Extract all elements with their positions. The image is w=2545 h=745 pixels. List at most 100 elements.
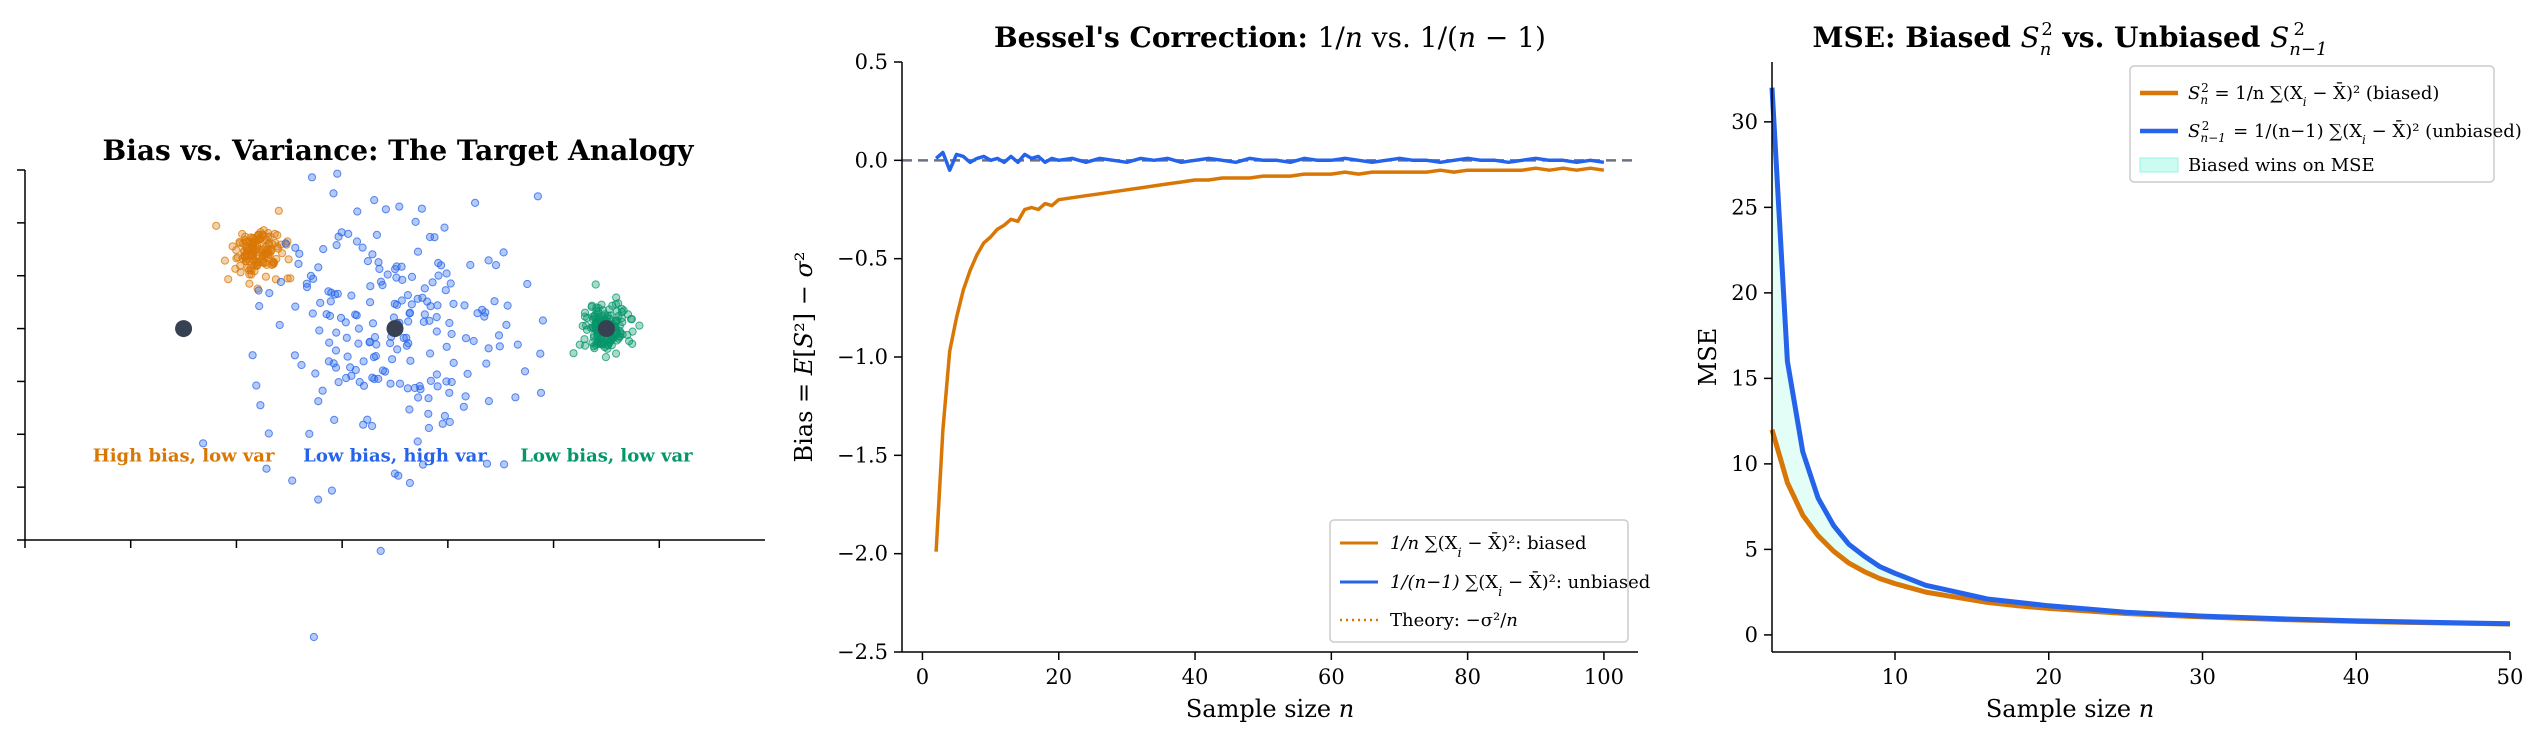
scatter-point bbox=[434, 258, 443, 268]
panel2-title-part: Bessel's Correction: bbox=[994, 21, 1318, 54]
scatter-point bbox=[491, 261, 501, 270]
scatter-point bbox=[471, 198, 480, 207]
scatter-point bbox=[420, 284, 429, 293]
scatter-point bbox=[331, 346, 341, 355]
x-tick-label: 20 bbox=[1045, 665, 1072, 689]
scatter-point bbox=[374, 374, 383, 383]
panel3-ylabel: MSE bbox=[1694, 328, 1722, 387]
scatter-point bbox=[325, 338, 334, 347]
y-tick-label: 0.5 bbox=[855, 50, 888, 74]
scatter-point bbox=[442, 269, 451, 278]
scatter-point bbox=[231, 264, 240, 273]
scatter-point bbox=[428, 278, 437, 287]
x-tick-label: 20 bbox=[2035, 665, 2062, 689]
scatter-point bbox=[404, 317, 413, 326]
scatter-point bbox=[407, 272, 417, 281]
scatter-point bbox=[423, 297, 432, 306]
scatter-point bbox=[281, 239, 290, 248]
scatter-point bbox=[536, 349, 545, 358]
scatter-point bbox=[611, 300, 621, 309]
scatter-point bbox=[392, 273, 401, 282]
scatter-point bbox=[264, 429, 273, 438]
scatter-point bbox=[327, 486, 336, 495]
scatter-point bbox=[286, 274, 295, 283]
scatter-point bbox=[368, 250, 377, 259]
scatter-point bbox=[533, 192, 543, 201]
y-tick-label: 0.0 bbox=[855, 148, 888, 172]
panel2-title-part: n bbox=[1458, 21, 1476, 54]
scatter-point bbox=[424, 409, 433, 418]
scatter-point bbox=[442, 377, 451, 386]
target-annotation: High bias, low var bbox=[93, 445, 275, 466]
scatter-point bbox=[575, 340, 584, 349]
scatter-point bbox=[291, 243, 300, 252]
scatter-point bbox=[291, 302, 300, 311]
scatter-point bbox=[336, 313, 346, 322]
y-tick-label: −0.5 bbox=[837, 247, 888, 271]
scatter-point bbox=[241, 252, 250, 261]
scatter-point bbox=[311, 369, 320, 378]
scatter-point bbox=[337, 228, 346, 237]
series-line-unbiased bbox=[1769, 87, 2511, 627]
scatter-point bbox=[212, 221, 221, 230]
scatter-point bbox=[446, 279, 455, 288]
scatter-point bbox=[395, 202, 404, 211]
scatter-point bbox=[403, 384, 412, 393]
scatter-point bbox=[473, 309, 482, 318]
scatter-point bbox=[424, 394, 433, 403]
scatter-point bbox=[388, 355, 397, 364]
scatter-point bbox=[605, 305, 614, 314]
scatter-point bbox=[224, 275, 233, 284]
scatter-point bbox=[402, 341, 411, 350]
scatter-point bbox=[395, 379, 405, 388]
scatter-point bbox=[614, 334, 623, 343]
scatter-point bbox=[305, 429, 314, 438]
x-tick-label: 10 bbox=[1882, 665, 1909, 689]
scatter-point bbox=[283, 274, 292, 283]
scatter-point bbox=[424, 423, 433, 433]
x-tick-label: 30 bbox=[2189, 665, 2216, 689]
scatter-point bbox=[329, 189, 338, 198]
scatter-point bbox=[405, 309, 414, 318]
scatter-point bbox=[499, 248, 508, 257]
scatter-point bbox=[394, 471, 403, 480]
target-center bbox=[386, 320, 404, 338]
x-tick-label: 60 bbox=[1318, 665, 1345, 689]
scatter-point bbox=[232, 246, 241, 255]
panel3-title: MSE: Biased Sn2 vs. Unbiased Sn−12 bbox=[1813, 19, 2328, 60]
scatter-point bbox=[403, 291, 412, 300]
scatter-point bbox=[418, 460, 428, 469]
scatter-point bbox=[354, 339, 363, 348]
scatter-point bbox=[407, 300, 416, 309]
scatter-point bbox=[402, 333, 411, 342]
scatter-point bbox=[378, 366, 387, 375]
scatter-point bbox=[347, 291, 356, 300]
scatter-point bbox=[252, 261, 262, 270]
target-annotation: Low bias, high var bbox=[303, 445, 487, 466]
scatter-point bbox=[623, 330, 632, 340]
panel3-legend: Sn2 = 1/n ∑(Xi − X̄)² (biased) Sn−12 = 1… bbox=[2129, 65, 2522, 183]
scatter-point bbox=[405, 478, 414, 488]
scatter-point bbox=[333, 169, 342, 178]
scatter-point bbox=[359, 357, 368, 366]
scatter-point bbox=[494, 331, 504, 340]
scatter-point bbox=[314, 397, 323, 406]
scatter-point bbox=[538, 316, 548, 325]
scatter-point bbox=[249, 244, 258, 253]
scatter-point bbox=[241, 232, 250, 241]
scatter-point bbox=[426, 349, 435, 358]
panel3-legend-unbiased: Sn−12 = 1/(n−1) ∑(Xi − X̄)² (unbiased) bbox=[2188, 119, 2522, 147]
scatter-point bbox=[294, 259, 303, 268]
scatter-point bbox=[308, 309, 317, 318]
scatter-point bbox=[413, 437, 422, 446]
panel2-title-part: 1/ bbox=[1318, 21, 1346, 54]
scatter-point bbox=[392, 300, 401, 309]
scatter-point bbox=[635, 321, 644, 330]
scatter-point bbox=[264, 228, 273, 238]
scatter-point bbox=[297, 360, 306, 370]
scatter-point bbox=[397, 262, 406, 271]
scatter-point bbox=[369, 353, 378, 362]
scatter-point bbox=[365, 337, 374, 346]
scatter-point bbox=[366, 282, 375, 291]
